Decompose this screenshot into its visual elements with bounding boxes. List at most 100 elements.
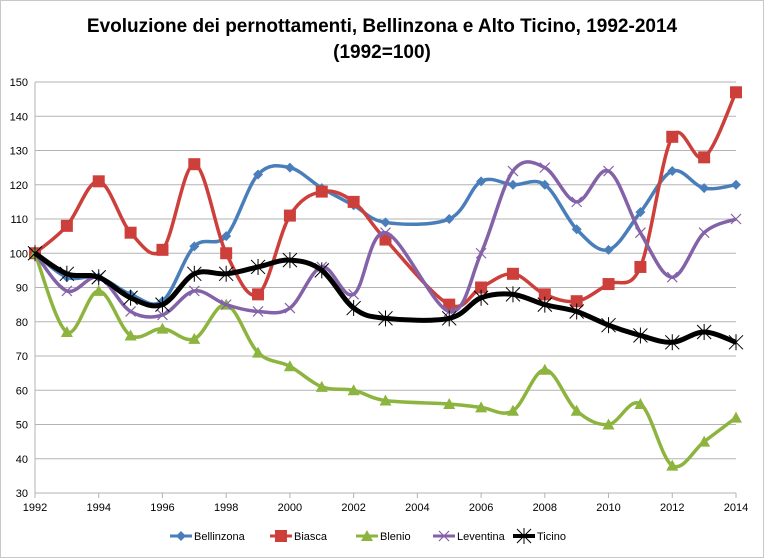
data-point bbox=[666, 271, 678, 283]
data-point bbox=[505, 286, 521, 303]
data-point bbox=[275, 530, 287, 542]
data-point bbox=[698, 227, 710, 239]
data-point bbox=[441, 310, 457, 327]
data-point bbox=[602, 418, 615, 430]
data-point bbox=[284, 302, 296, 314]
data-point bbox=[730, 411, 742, 423]
data-point bbox=[664, 334, 680, 351]
data-point bbox=[284, 162, 295, 173]
data-point bbox=[438, 530, 450, 542]
data-point bbox=[188, 332, 201, 344]
x-tick-label: 1994 bbox=[86, 502, 110, 514]
data-point bbox=[569, 303, 585, 320]
data-point bbox=[186, 265, 202, 282]
data-point bbox=[125, 306, 137, 317]
data-point bbox=[473, 289, 489, 306]
y-tick-label: 140 bbox=[10, 111, 28, 123]
series-ticino bbox=[27, 245, 744, 351]
data-point bbox=[666, 459, 679, 471]
data-point bbox=[346, 300, 361, 317]
legend-item-ticino: Ticino bbox=[513, 528, 566, 544]
series-line bbox=[33, 251, 737, 345]
legend-item-leventina: Leventina bbox=[433, 530, 506, 543]
data-point bbox=[634, 397, 647, 409]
data-point bbox=[634, 227, 646, 239]
data-point bbox=[60, 219, 73, 232]
data-point bbox=[602, 278, 615, 291]
legend-item-bellinzona: Bellinzona bbox=[170, 531, 246, 543]
series-line bbox=[33, 252, 738, 469]
data-point bbox=[666, 130, 679, 143]
y-tick-label: 100 bbox=[10, 248, 28, 260]
data-point bbox=[379, 394, 392, 406]
y-tick-label: 60 bbox=[16, 385, 28, 397]
data-point bbox=[538, 363, 551, 375]
data-point bbox=[92, 175, 105, 188]
data-point bbox=[698, 151, 711, 164]
data-point bbox=[91, 269, 107, 286]
series-line bbox=[33, 91, 738, 309]
data-point bbox=[252, 346, 265, 358]
legend-label: Ticino bbox=[537, 531, 566, 543]
data-point bbox=[539, 179, 550, 190]
x-tick-label: 2010 bbox=[596, 502, 620, 514]
data-point bbox=[60, 326, 73, 338]
data-point bbox=[699, 183, 710, 194]
data-point bbox=[476, 176, 487, 187]
data-point bbox=[283, 360, 296, 372]
data-point bbox=[507, 179, 518, 190]
data-point bbox=[731, 179, 741, 190]
x-tick-label: 2000 bbox=[278, 502, 302, 514]
data-point bbox=[220, 247, 233, 260]
data-point bbox=[698, 435, 711, 447]
data-point bbox=[189, 241, 200, 252]
x-tick-label: 2004 bbox=[405, 502, 429, 514]
data-point bbox=[570, 295, 583, 308]
data-point bbox=[157, 309, 168, 321]
data-point bbox=[221, 231, 232, 242]
data-point bbox=[537, 296, 553, 313]
data-point bbox=[348, 288, 360, 300]
x-tick-label: 2006 bbox=[469, 502, 493, 514]
data-point bbox=[667, 166, 678, 177]
y-tick-label: 130 bbox=[10, 146, 28, 158]
y-tick-label: 150 bbox=[10, 77, 28, 89]
data-point bbox=[253, 169, 264, 180]
data-point bbox=[730, 86, 742, 99]
legend-label: Biasca bbox=[294, 531, 328, 543]
data-point bbox=[516, 528, 532, 544]
data-point bbox=[315, 380, 328, 392]
data-point bbox=[188, 285, 200, 297]
data-point bbox=[475, 281, 488, 294]
data-point bbox=[347, 195, 360, 208]
data-point bbox=[220, 299, 232, 311]
data-point bbox=[361, 530, 373, 541]
y-tick-label: 80 bbox=[16, 317, 28, 329]
data-point bbox=[176, 531, 186, 541]
x-tick-label: 2002 bbox=[341, 502, 365, 514]
data-point bbox=[156, 243, 169, 256]
data-point bbox=[571, 224, 582, 235]
data-point bbox=[124, 329, 137, 341]
x-tick-label: 1998 bbox=[214, 502, 238, 514]
y-tick-label: 110 bbox=[10, 214, 28, 226]
data-point bbox=[59, 265, 75, 282]
data-point bbox=[601, 317, 616, 334]
data-point bbox=[315, 185, 328, 198]
data-point bbox=[506, 267, 519, 280]
data-point bbox=[475, 247, 487, 259]
data-point bbox=[730, 213, 742, 225]
data-point bbox=[283, 209, 296, 222]
data-point bbox=[444, 214, 455, 224]
title-line: Evoluzione dei pernottamenti, Bellinzona… bbox=[86, 16, 678, 37]
data-point bbox=[539, 162, 551, 174]
data-point bbox=[696, 324, 712, 341]
y-tick-label: 40 bbox=[16, 454, 28, 466]
legend-label: Blenio bbox=[380, 531, 411, 543]
subtitle-line: (1992=100) bbox=[333, 42, 431, 63]
series-blenio bbox=[29, 247, 742, 471]
data-point bbox=[603, 244, 614, 255]
data-point bbox=[61, 285, 73, 297]
x-tick-label: 2008 bbox=[533, 502, 557, 514]
